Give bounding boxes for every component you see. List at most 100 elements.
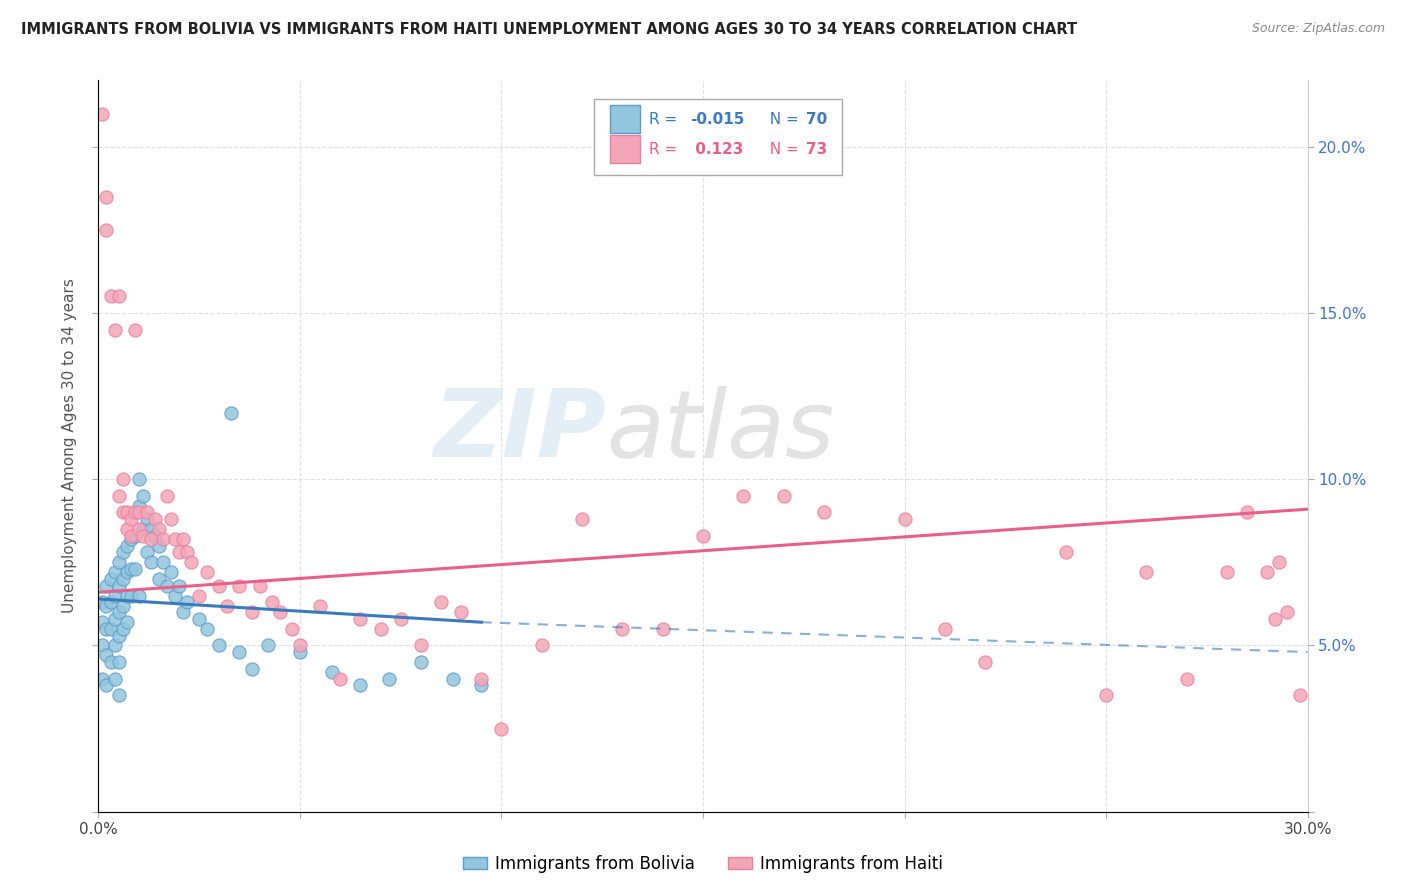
Point (111, 472, 134, 486)
Point (91, 639, 114, 653)
Point (107, 605, 129, 619)
Text: R =: R = (648, 142, 682, 156)
Point (96, 622, 118, 636)
Point (135, 506, 157, 520)
Point (1264, 612, 1286, 626)
Point (377, 672, 399, 686)
Point (103, 639, 125, 653)
Point (1256, 566, 1278, 580)
Point (156, 489, 179, 503)
Point (111, 572, 134, 586)
FancyBboxPatch shape (610, 105, 640, 133)
Point (115, 615, 138, 630)
Point (1268, 555, 1291, 569)
Point (107, 289, 129, 303)
Point (491, 722, 513, 736)
Point (96, 678, 118, 692)
Point (163, 532, 186, 546)
Text: N =: N = (759, 112, 803, 127)
Text: 0.123: 0.123 (690, 142, 744, 156)
Legend: Immigrants from Bolivia, Immigrants from Haiti: Immigrants from Bolivia, Immigrants from… (457, 848, 949, 880)
Point (100, 289, 122, 303)
Point (163, 589, 186, 603)
Point (813, 506, 835, 520)
Point (103, 566, 125, 580)
Point (240, 605, 263, 619)
Point (152, 532, 174, 546)
Text: R =: R = (648, 112, 682, 127)
Point (148, 539, 170, 553)
Point (128, 472, 150, 486)
Point (893, 512, 915, 526)
Point (208, 579, 231, 593)
Point (115, 506, 138, 520)
Point (139, 522, 162, 536)
Point (195, 622, 218, 636)
Point (100, 655, 122, 669)
Point (188, 589, 211, 603)
Point (249, 579, 271, 593)
Point (124, 506, 146, 520)
Point (172, 532, 194, 546)
Point (167, 545, 190, 559)
Point (96, 648, 118, 663)
Point (111, 506, 134, 520)
Point (96, 599, 118, 613)
Point (1277, 605, 1299, 619)
Point (128, 499, 150, 513)
Point (176, 595, 198, 609)
Text: ZIP: ZIP (433, 385, 606, 477)
Point (176, 545, 198, 559)
Point (530, 639, 553, 653)
Point (115, 539, 138, 553)
Point (111, 599, 134, 613)
Y-axis label: Unemployment Among Ages 30 to 34 years: Unemployment Among Ages 30 to 34 years (62, 278, 77, 614)
Point (107, 489, 129, 503)
Point (124, 529, 146, 543)
Point (120, 532, 142, 546)
Point (409, 639, 432, 653)
Point (115, 522, 138, 536)
Point (772, 489, 794, 503)
Point (269, 605, 291, 619)
Point (143, 529, 166, 543)
Point (143, 512, 166, 526)
Point (349, 678, 371, 692)
Point (1288, 689, 1310, 703)
Point (103, 612, 125, 626)
Point (651, 622, 673, 636)
Point (132, 522, 155, 536)
Point (103, 589, 125, 603)
Point (96, 579, 118, 593)
Point (195, 566, 218, 580)
Point (111, 622, 134, 636)
Point (148, 522, 170, 536)
Point (107, 628, 129, 642)
Point (309, 599, 332, 613)
Point (100, 595, 122, 609)
Point (103, 672, 125, 686)
Point (450, 605, 472, 619)
Point (120, 562, 142, 576)
Point (180, 555, 202, 569)
Text: 73: 73 (806, 142, 827, 156)
Point (208, 639, 231, 653)
Point (974, 655, 997, 669)
Point (156, 579, 179, 593)
Point (228, 579, 250, 593)
Point (132, 529, 155, 543)
Point (188, 612, 211, 626)
Point (441, 672, 464, 686)
FancyBboxPatch shape (595, 99, 842, 176)
Point (221, 406, 243, 420)
Point (128, 589, 150, 603)
FancyBboxPatch shape (610, 135, 640, 163)
Point (1175, 672, 1198, 686)
Point (100, 622, 122, 636)
Text: N =: N = (759, 142, 803, 156)
Point (100, 572, 122, 586)
Point (329, 672, 352, 686)
Point (217, 599, 239, 613)
Point (124, 562, 146, 576)
Point (167, 579, 190, 593)
